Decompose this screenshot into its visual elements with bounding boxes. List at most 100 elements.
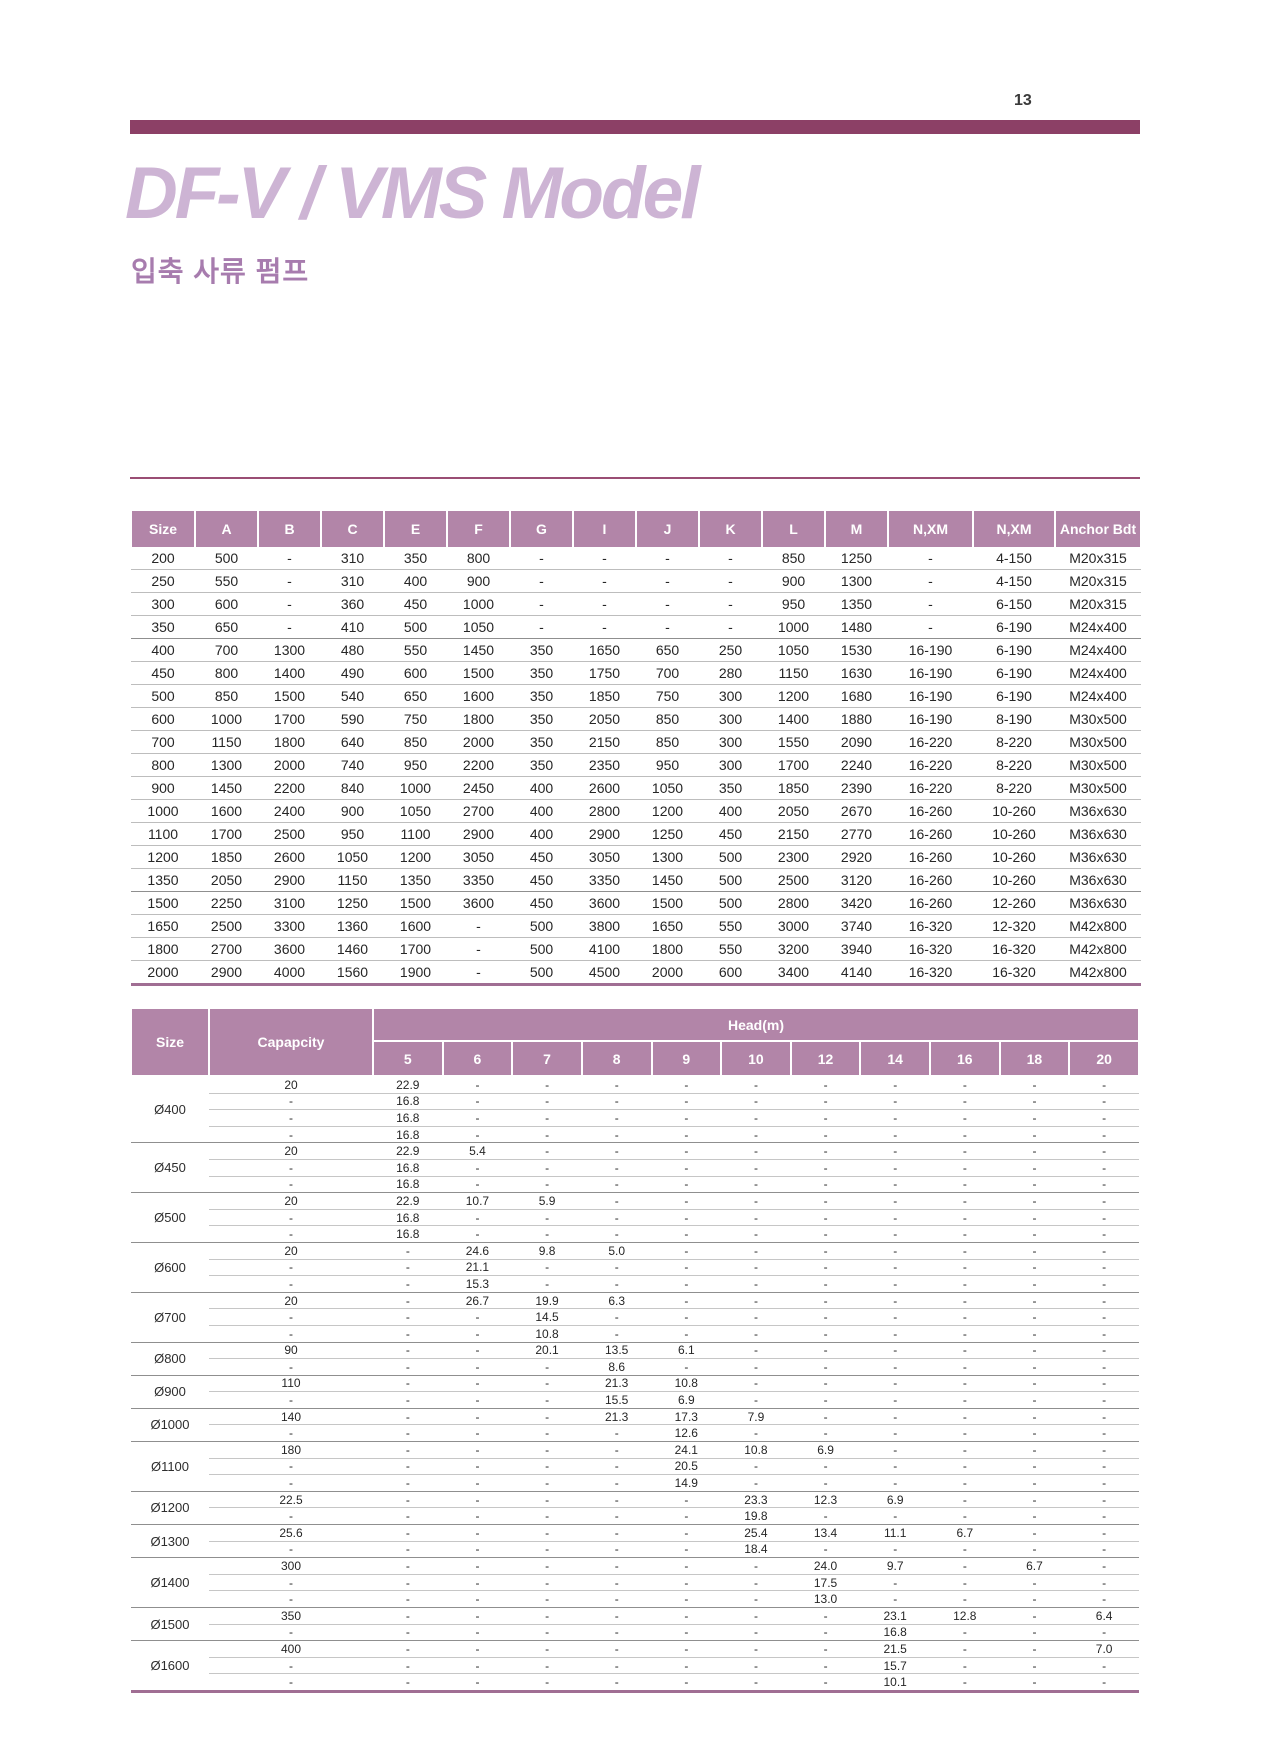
head-value-cell: - — [930, 1259, 1000, 1277]
table-cell: 450 — [510, 868, 573, 892]
table-cell: 2700 — [447, 799, 510, 823]
table-cell: - — [636, 569, 699, 593]
head-value-cell: - — [790, 1640, 861, 1658]
table-cell: 3800 — [573, 914, 636, 938]
head-value-cell: - — [684, 1675, 689, 1690]
table-cell: 350 — [510, 753, 573, 777]
head-value-cell: - — [860, 1391, 930, 1409]
head-value-cell: - — [651, 1093, 722, 1111]
table-cell: 450 — [131, 661, 195, 685]
head-value-cell: 16.8 — [373, 1225, 443, 1243]
table-cell: 550 — [384, 638, 447, 662]
table-row: -16.8- - - - - - - - - - — [131, 1159, 1139, 1177]
head-value-cell: - — [999, 1458, 1070, 1476]
table-cell: 1850 — [762, 776, 825, 800]
head-value-cell: - — [999, 1541, 1070, 1559]
table-cell: 10-260 — [973, 845, 1055, 869]
head-value-cell: - — [860, 1441, 930, 1459]
head-value-cell: - — [790, 1424, 861, 1443]
capacity-cell: - — [209, 1358, 373, 1376]
head-value-cell: - — [512, 1657, 582, 1675]
head-value-cell: - — [373, 1375, 443, 1393]
head-value-cell: - — [753, 1675, 758, 1690]
head-value-cell: - — [1069, 1225, 1139, 1243]
table-cell: 2090 — [825, 730, 888, 754]
head-value-cell: - — [1069, 1441, 1139, 1459]
table-cell: 8-190 — [973, 707, 1055, 731]
table-cell: - — [573, 592, 636, 616]
head-value-cell: - — [930, 1225, 1000, 1243]
table-row: - - - - -14.9- - - - - - — [131, 1474, 1139, 1492]
head-value-cell: 16.8 — [373, 1109, 443, 1127]
head-value-cell: 16.8 — [373, 1093, 443, 1111]
head-value-cell: - — [442, 1325, 513, 1343]
table-cell: 6-190 — [973, 684, 1055, 708]
head-value-cell: - — [790, 1375, 861, 1393]
table-cell: 1480 — [825, 615, 888, 639]
head-value-cell: - — [373, 1424, 443, 1443]
table-cell: 2200 — [447, 753, 510, 777]
table-cell: 1050 — [447, 615, 510, 639]
table-cell: 2150 — [762, 822, 825, 846]
accent-bar — [130, 120, 1140, 134]
table-row: -16.8- - - - - - - - - - — [131, 1176, 1139, 1194]
head-value-cell: - — [790, 1325, 861, 1343]
head-value-cell: - — [721, 1624, 791, 1642]
performance-table: Size Capapcity Head(m) 5 6 7 8 9 10 12 14 16 18 20… — [130, 1007, 1140, 1693]
size-group-cell: Ø450 — [131, 1142, 209, 1194]
head-value-cell: - — [721, 1358, 791, 1376]
capacity-cell: 25.6 — [209, 1524, 373, 1542]
column-header: B — [257, 511, 322, 547]
head-value-cell: 12.3 — [790, 1491, 861, 1509]
table-cell: 3420 — [825, 891, 888, 915]
head-value-cell: - — [581, 1126, 652, 1144]
table-cell: - — [258, 569, 321, 593]
table-cell: 2300 — [762, 845, 825, 869]
head-value-cell: - — [512, 1624, 582, 1642]
table-cell: 400 — [699, 799, 762, 823]
table-cell: - — [447, 937, 510, 961]
table-cell: 16-320 — [888, 937, 973, 961]
head-value-cell: - — [442, 1474, 513, 1492]
table-cell: - — [510, 547, 573, 570]
table-cell: 2900 — [447, 822, 510, 846]
head-value-cell: - — [373, 1474, 443, 1492]
table-cell: 3200 — [762, 937, 825, 961]
head-value-cell: 21.3 — [581, 1408, 652, 1426]
head-value-cell: - — [512, 1109, 582, 1127]
table-cell: - — [447, 914, 510, 938]
head-value-cell: 22.9 — [373, 1142, 443, 1160]
head-value-cell: - — [512, 1557, 582, 1575]
table-cell: 2050 — [762, 799, 825, 823]
table-cell: 1150 — [321, 868, 384, 892]
table-cell: 16-190 — [888, 638, 973, 662]
head-value-cell: - — [442, 1590, 513, 1608]
head-value-cell: - — [581, 1574, 652, 1592]
table-cell: 350 — [510, 684, 573, 708]
table-cell: 550 — [699, 937, 762, 961]
table-cell: 1150 — [195, 730, 258, 754]
table-cell: 1600 — [195, 799, 258, 823]
table-cell: 410 — [321, 615, 384, 639]
table-row: - - - - - - -17.5- - - - — [131, 1574, 1139, 1592]
head-value-cell: - — [651, 1109, 722, 1127]
table-cell: 2200 — [258, 776, 321, 800]
table-row: - - - - - -18.4- - - - - — [131, 1541, 1139, 1559]
head-value-cell: - — [930, 1640, 1000, 1658]
table-cell: 2250 — [195, 891, 258, 915]
table-cell: 8-220 — [973, 776, 1055, 800]
table-cell: 1650 — [573, 638, 636, 662]
head-value-cell: - — [1069, 1192, 1139, 1210]
head-value-cell: - — [651, 1259, 722, 1277]
column-header: Size — [130, 511, 196, 547]
head-value-cell: - — [581, 1192, 652, 1210]
head-value-cell: - — [373, 1441, 443, 1459]
table-cell: 1200 — [762, 684, 825, 708]
head-value-cell: - — [930, 1375, 1000, 1393]
head-value-cell: 15.7 — [860, 1657, 930, 1675]
table-cell: 1450 — [195, 776, 258, 800]
size-group-cell: Ø400 — [131, 1076, 209, 1144]
head-value-cell: - — [860, 1574, 930, 1592]
table-cell: 700 — [636, 661, 699, 685]
table-row: Ø900 110- - -21.3 10.8- - - - - - — [131, 1375, 1139, 1409]
